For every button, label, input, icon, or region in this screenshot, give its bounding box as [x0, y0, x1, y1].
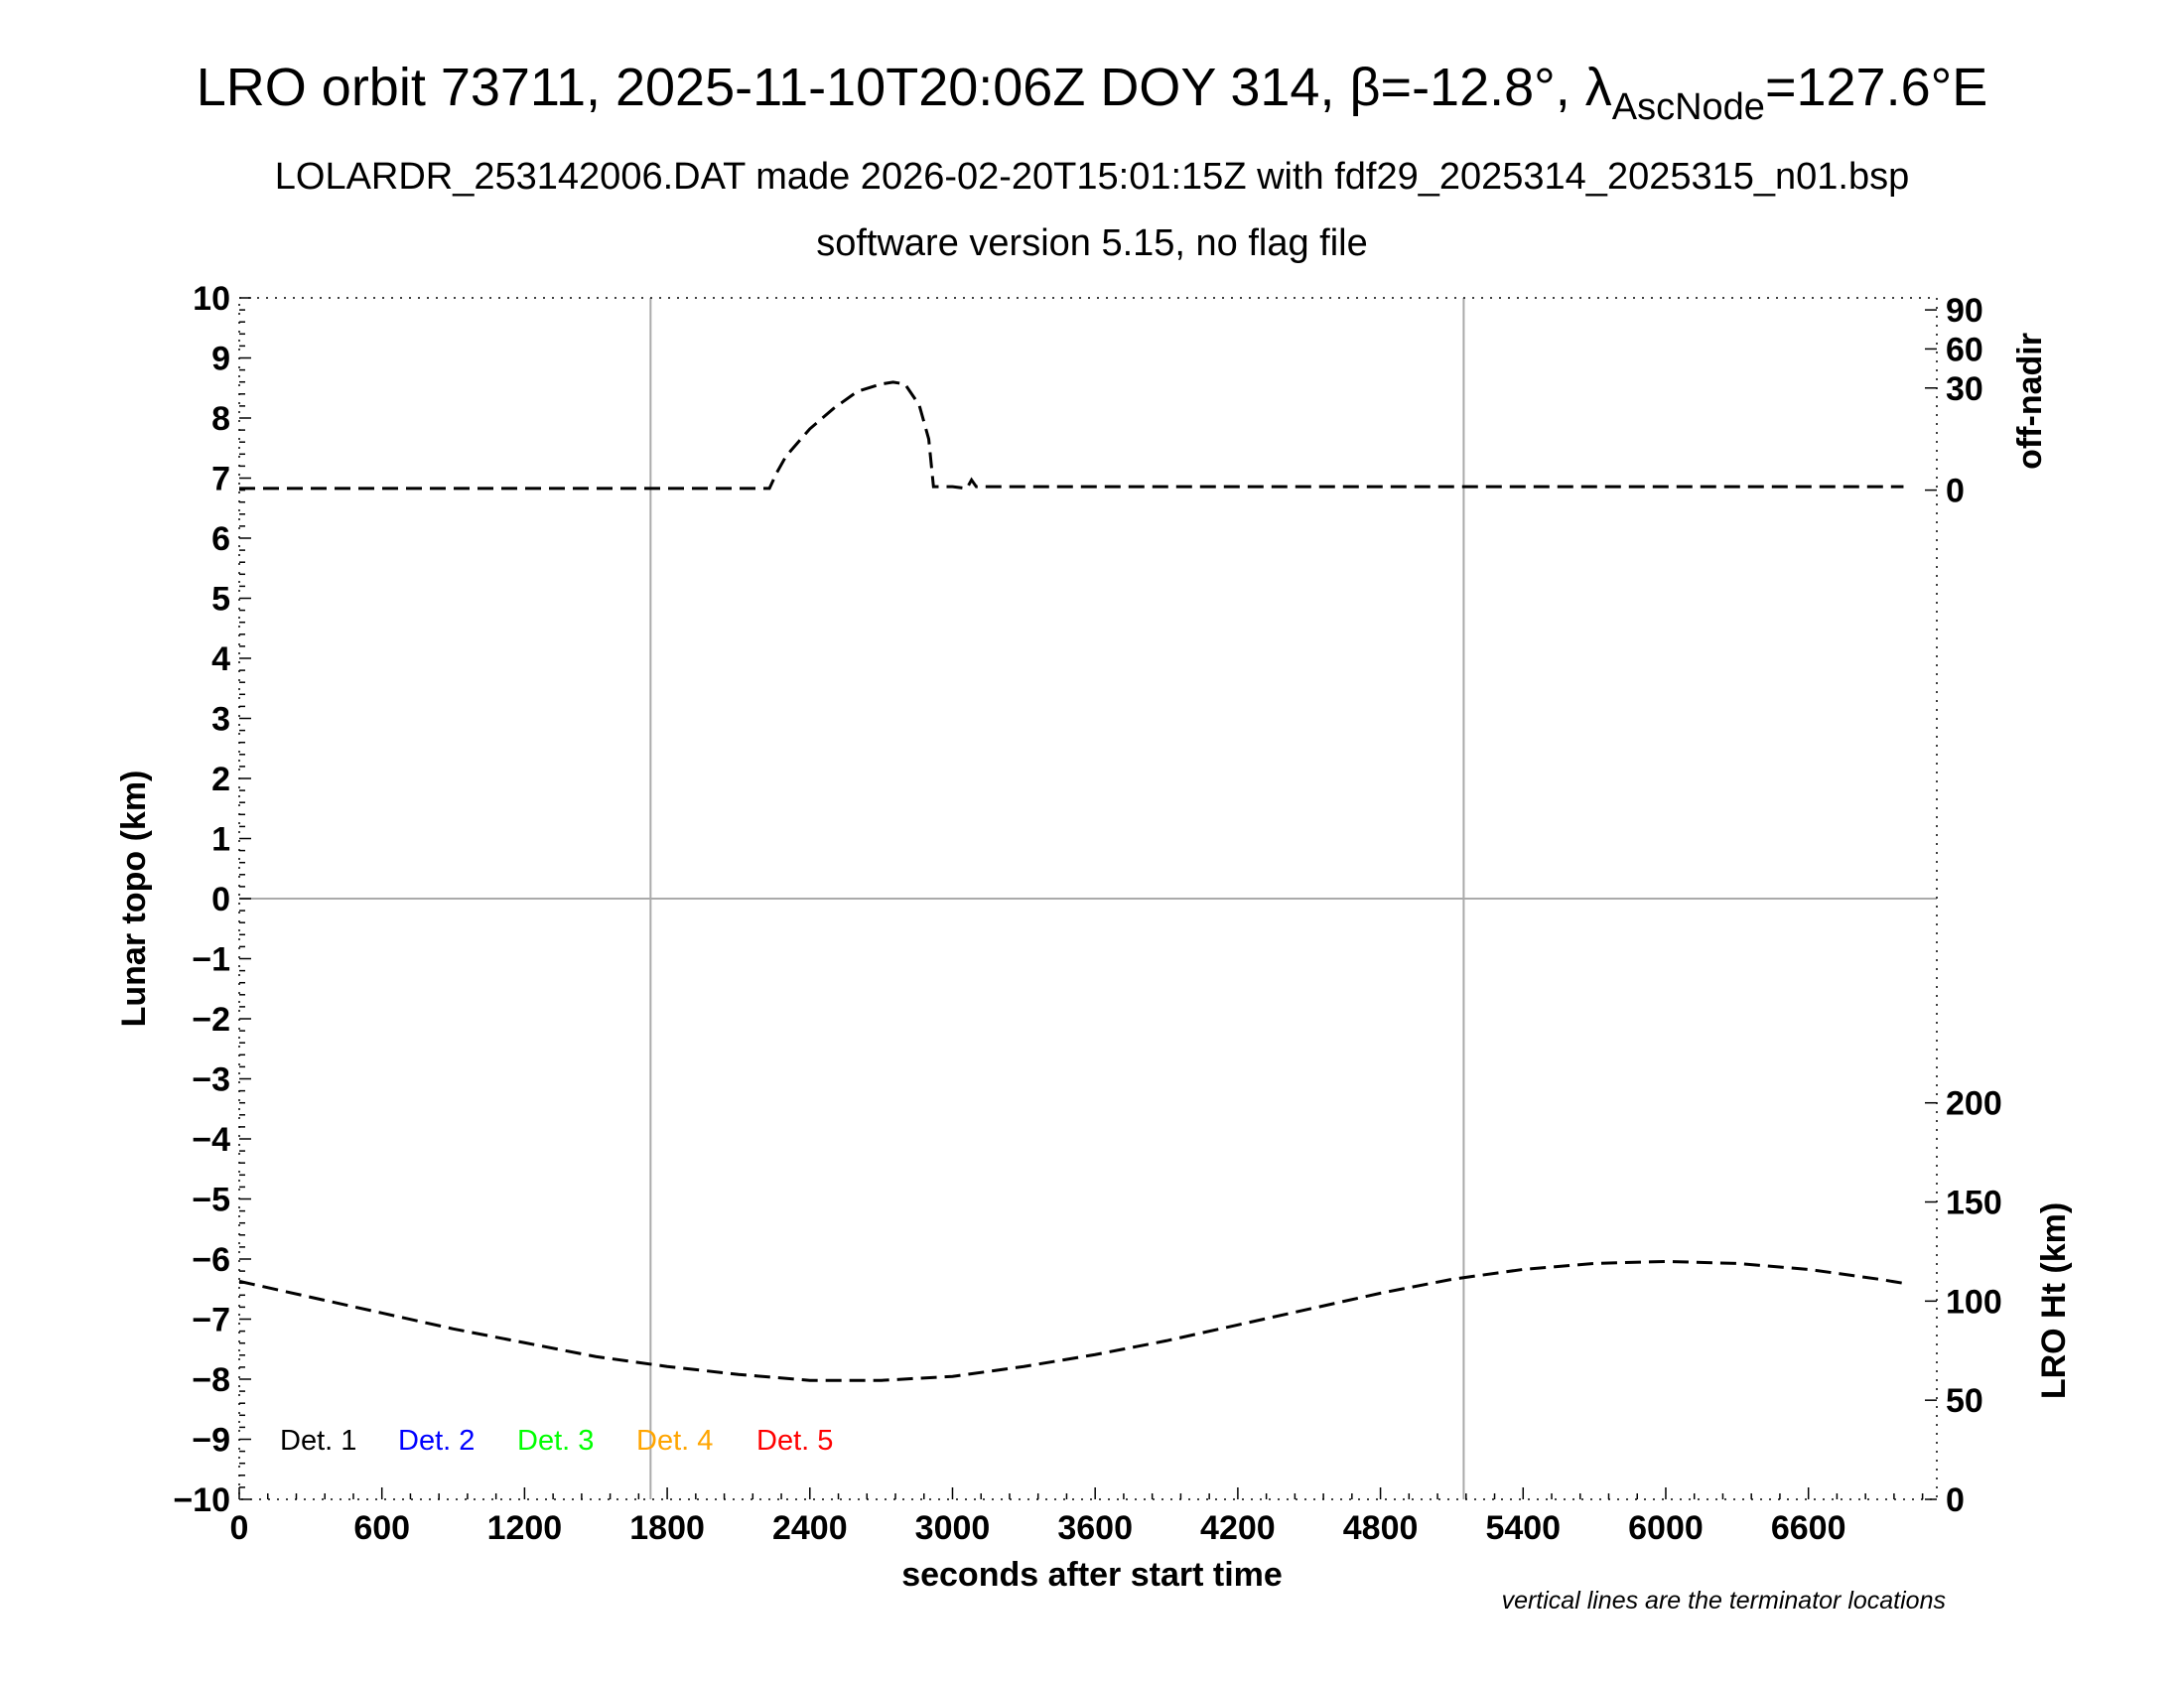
y-tick-1: 1: [211, 821, 230, 859]
legend-det-3: Det. 3: [517, 1425, 594, 1457]
x-axis-label: seconds after start time: [901, 1556, 1283, 1594]
lro-ht-tick-50: 50: [1946, 1382, 1983, 1420]
y-tick--3: −3: [192, 1061, 230, 1099]
y-tick--9: −9: [192, 1422, 230, 1460]
off-nadir-tick-0: 0: [1946, 473, 1965, 510]
y-tick--8: −8: [192, 1361, 230, 1399]
x-tick-600: 600: [353, 1509, 410, 1547]
x-tick-2400: 2400: [772, 1509, 848, 1547]
chart-title: LRO orbit 73711, 2025-11-10T20:06Z DOY 3…: [197, 58, 1987, 128]
legend-det-1: Det. 1: [280, 1425, 356, 1457]
y-tick--10: −10: [173, 1481, 230, 1519]
off-nadir-axis-label: off-nadir: [2011, 333, 2049, 470]
x-tick-4200: 4200: [1200, 1509, 1276, 1547]
x-tick-3600: 3600: [1057, 1509, 1133, 1547]
y-tick-9: 9: [211, 341, 230, 378]
off-nadir-tick-30: 30: [1946, 370, 1983, 408]
chart-subtitle-file: LOLARDR_253142006.DAT made 2026-02-20T15…: [275, 156, 1910, 198]
lro-ht-tick-labels: 200 150 100 50 0: [1925, 1085, 2002, 1519]
y-tick--5: −5: [192, 1182, 230, 1219]
lro-ht-tick-0: 0: [1946, 1481, 1965, 1519]
x-tick-6000: 6000: [1628, 1509, 1704, 1547]
x-tick-5400: 5400: [1485, 1509, 1561, 1547]
plot-grid: [239, 298, 1937, 1499]
y-tick--6: −6: [192, 1241, 230, 1279]
x-tick-4800: 4800: [1343, 1509, 1419, 1547]
off-nadir-tick-90: 90: [1946, 292, 1983, 330]
plot-frame: [238, 297, 1938, 1500]
legend-det-5: Det. 5: [756, 1425, 833, 1457]
off-nadir-tick-60: 60: [1946, 331, 1983, 368]
y-tick-4: 4: [211, 640, 230, 678]
minor-ticks: [238, 297, 1924, 1500]
x-tick-3000: 3000: [915, 1509, 991, 1547]
y-tick-6: 6: [211, 520, 230, 558]
lro-ht-tick-150: 150: [1946, 1185, 2002, 1222]
y-tick-3: 3: [211, 701, 230, 739]
chart-subtitle-version: software version 5.15, no flag file: [816, 222, 1368, 264]
y-tick-5: 5: [211, 581, 230, 619]
y-tick--7: −7: [192, 1302, 230, 1339]
off-nadir-line: [239, 380, 1904, 491]
lro-ht-tick-100: 100: [1946, 1283, 2002, 1321]
x-tick-labels: 0 600 1200 1800 2400 3000 3600 4200 4800 5400 6000…: [230, 1509, 1846, 1547]
x-tick-0: 0: [230, 1509, 249, 1547]
y-axis-label-left: Lunar topo (km): [115, 771, 153, 1028]
terminator-note: vertical lines are the terminator locati…: [1502, 1587, 1946, 1615]
y-tick--2: −2: [192, 1001, 230, 1039]
y-tick-2: 2: [211, 761, 230, 798]
y-tick-7: 7: [211, 461, 230, 498]
y-tick--4: −4: [192, 1121, 230, 1159]
lro-ht-tick-200: 200: [1946, 1085, 2002, 1123]
x-tick-6600: 6600: [1771, 1509, 1846, 1547]
legend-det-2: Det. 2: [398, 1425, 475, 1457]
y-tick--1: −1: [192, 941, 230, 979]
lro-ht-line: [238, 1259, 1904, 1382]
x-tick-1800: 1800: [629, 1509, 705, 1547]
x-tick-1200: 1200: [487, 1509, 563, 1547]
legend-det-4: Det. 4: [636, 1425, 713, 1457]
y-tick-0: 0: [211, 881, 230, 918]
lro-ht-axis-label: LRO Ht (km): [2035, 1202, 2073, 1399]
y-tick-10: 10: [193, 280, 230, 318]
series-lines: [238, 380, 1904, 1382]
legend: Det. 1 Det. 2 Det. 3 Det. 4 Det. 5: [280, 1425, 833, 1457]
y-tick-8: 8: [211, 400, 230, 438]
